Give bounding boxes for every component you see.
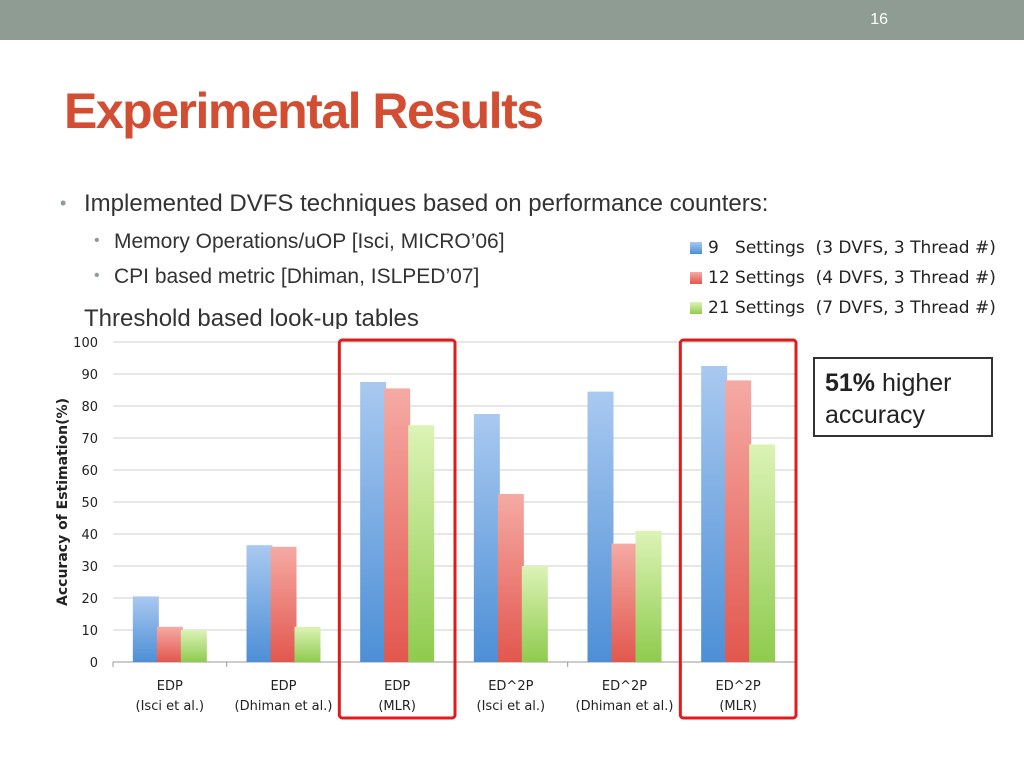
x-category-label: (Isci et al.) [477, 699, 546, 714]
y-tick-label: 70 [81, 432, 98, 447]
x-category-label: ED^2P [716, 679, 761, 694]
bar-series-21 [294, 626, 321, 662]
y-tick-label: 10 [81, 624, 98, 639]
legend-label: 9 Settings (3 DVFS, 3 Thread #) [708, 238, 996, 258]
bar-series-12 [156, 626, 183, 662]
highlight-boxes [337, 338, 798, 720]
bar-series-9 [473, 414, 500, 662]
x-category-label: (Dhiman et al.) [576, 699, 674, 714]
slide-number: 16 [870, 11, 888, 28]
y-tick-label: 100 [73, 336, 98, 351]
bar-series-12 [384, 388, 411, 662]
y-tick-label: 80 [81, 400, 98, 415]
bar-series-9 [360, 382, 387, 662]
x-category-label: EDP [384, 679, 410, 694]
bar-series-21 [408, 425, 435, 662]
bar-series-9 [132, 596, 159, 662]
callout-bold-value: 51% [825, 369, 876, 397]
y-axis-label: Accuracy of Estimation(%) [55, 398, 71, 606]
bar-series-9 [587, 391, 614, 662]
x-category-label: (MLR) [719, 699, 757, 714]
x-category-label: EDP [157, 679, 183, 694]
axis-labels: Accuracy of Estimation(%) 0 10 20 30 40 50 60 7… [55, 336, 761, 714]
bar-series-12 [611, 543, 638, 662]
bar-series-9 [246, 545, 273, 662]
legend: 9 Settings (3 DVFS, 3 Thread #) 12 Settin… [690, 238, 996, 318]
y-tick-label: 40 [81, 528, 98, 543]
y-tick-label: 60 [81, 464, 98, 479]
bar-series-21 [521, 566, 548, 662]
highlight-box [678, 338, 798, 720]
bar-series-12 [725, 380, 752, 662]
callout-text: higher accuracy [825, 369, 952, 429]
bar-series-12 [270, 546, 297, 662]
y-tick-label: 0 [90, 656, 98, 671]
accuracy-callout: 51% higher accuracy [813, 357, 993, 437]
top-bar: 16 [0, 0, 1024, 40]
bar-series-9 [701, 366, 728, 662]
legend-label: 12 Settings (4 DVFS, 3 Thread #) [708, 268, 996, 288]
bar-series-21 [635, 530, 662, 662]
x-category-label: ED^2P [488, 679, 533, 694]
legend-label: 21 Settings (7 DVFS, 3 Thread #) [708, 298, 996, 318]
y-tick-label: 20 [81, 592, 98, 607]
x-category-label: (Dhiman et al.) [235, 699, 333, 714]
x-category-label: (MLR) [378, 699, 416, 714]
bar-series-21 [749, 444, 776, 662]
legend-swatch [690, 302, 702, 314]
legend-swatch [690, 272, 702, 284]
y-tick-label: 90 [81, 368, 98, 383]
highlight-box [337, 338, 457, 720]
y-tick-label: 30 [81, 560, 98, 575]
y-tick-label: 50 [81, 496, 98, 511]
x-category-label: EDP [270, 679, 296, 694]
bars [132, 366, 776, 662]
x-category-label: ED^2P [602, 679, 647, 694]
legend-swatch [690, 242, 702, 254]
x-category-label: (Isci et al.) [136, 699, 205, 714]
bar-series-21 [180, 630, 207, 662]
bar-series-12 [497, 494, 524, 662]
slide-title: Experimental Results [64, 83, 544, 139]
